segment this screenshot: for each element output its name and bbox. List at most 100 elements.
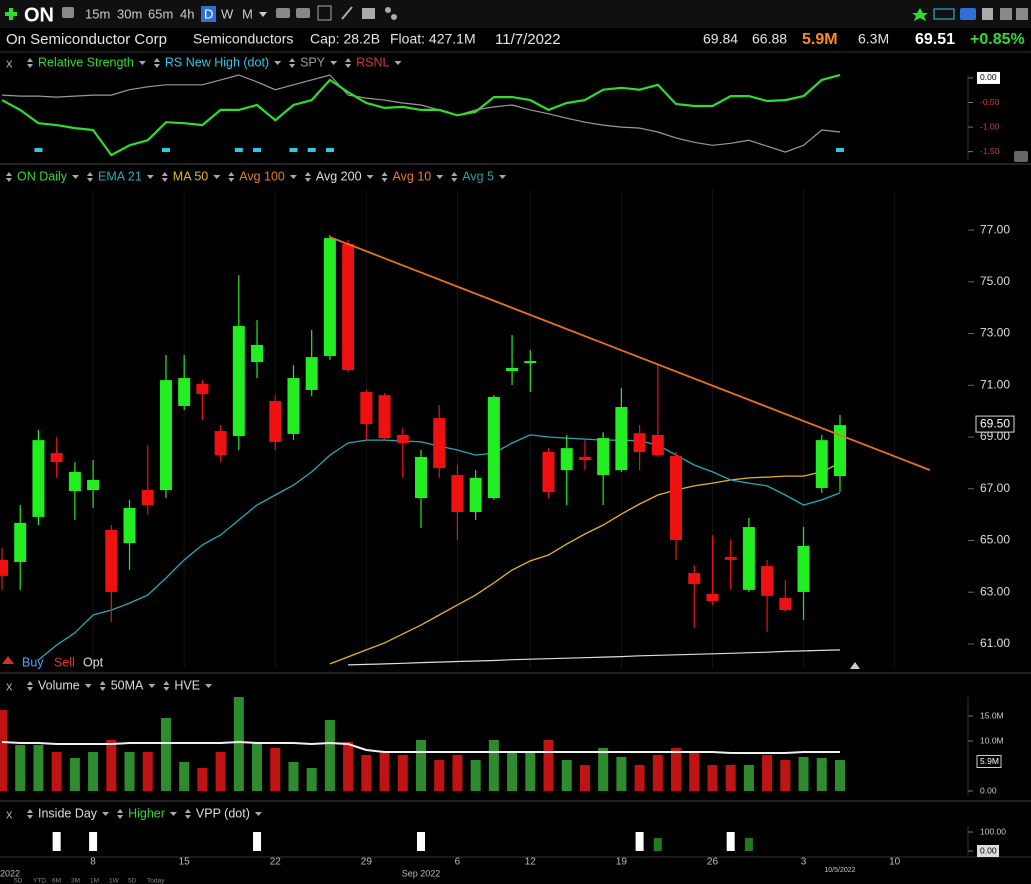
updown-icon[interactable] <box>381 172 388 182</box>
dropdown-arrow[interactable] <box>72 175 80 179</box>
dropdown-arrow[interactable] <box>84 684 92 688</box>
range-button[interactable]: 3M <box>71 878 80 884</box>
dropdown-arrow[interactable] <box>213 175 221 179</box>
settings-icon[interactable] <box>62 7 74 18</box>
legend-item[interactable]: RS New High (dot) <box>165 55 269 69</box>
grid-icon[interactable] <box>317 5 332 21</box>
dropdown-arrow[interactable] <box>259 12 267 17</box>
trade-button[interactable]: Sell <box>54 655 75 669</box>
range-button[interactable]: 5D <box>14 878 23 884</box>
legend-item[interactable]: MA 50 <box>173 169 208 183</box>
trade-button[interactable]: Opt <box>83 655 104 669</box>
dropdown-arrow[interactable] <box>366 175 374 179</box>
trade-button[interactable]: Buy <box>22 655 44 669</box>
dropdown-arrow[interactable] <box>436 175 444 179</box>
legend-item[interactable]: HVE <box>174 678 200 692</box>
dropdown-arrow[interactable] <box>205 684 213 688</box>
timeframe[interactable]: 65m <box>148 6 173 21</box>
dropdown-arrow[interactable] <box>138 61 146 65</box>
dropdown-arrow[interactable] <box>254 812 262 816</box>
chart-type-icon[interactable] <box>276 8 290 18</box>
updown-icon[interactable] <box>27 809 33 819</box>
save-icon[interactable] <box>982 8 993 20</box>
updown-icon[interactable] <box>153 58 160 68</box>
rs-new-high-dot <box>34 148 43 152</box>
close-panel[interactable]: x <box>6 806 13 821</box>
legend-item[interactable]: Avg 5 <box>462 169 494 183</box>
layout-icon[interactable] <box>296 8 310 18</box>
updown-icon[interactable] <box>117 809 124 819</box>
range-button[interactable]: 5D <box>128 878 137 884</box>
updown-icon[interactable] <box>161 172 168 182</box>
legend-item[interactable]: Relative Strength <box>38 55 134 69</box>
note-icon[interactable] <box>362 8 375 19</box>
updown-icon[interactable] <box>27 681 33 691</box>
dropdown-arrow[interactable] <box>274 61 282 65</box>
timeframe[interactable]: 30m <box>117 6 142 21</box>
updown-icon[interactable] <box>6 172 12 182</box>
range-button[interactable]: 1W <box>109 878 120 884</box>
star-icon[interactable] <box>912 8 928 21</box>
legend-item[interactable]: Avg 200 <box>316 169 362 183</box>
scroll-button[interactable] <box>1014 151 1028 162</box>
volume-bar <box>124 752 135 791</box>
dropdown-arrow[interactable] <box>394 61 402 65</box>
dropdown-arrow[interactable] <box>289 175 297 179</box>
range-button[interactable]: Today <box>147 878 165 884</box>
close-panel[interactable]: x <box>6 678 13 693</box>
updown-icon[interactable] <box>163 681 170 691</box>
draw-icon[interactable] <box>341 6 353 20</box>
legend-item[interactable]: RSNL <box>356 55 389 69</box>
dropdown-arrow[interactable] <box>148 684 156 688</box>
add-icon[interactable] <box>5 8 17 20</box>
updown-icon[interactable] <box>451 172 458 182</box>
symbol[interactable]: ON <box>24 4 54 26</box>
timeframe[interactable]: 4h <box>180 6 194 21</box>
updown-icon[interactable] <box>289 58 296 68</box>
dropdown-arrow[interactable] <box>146 175 154 179</box>
candle-body <box>251 344 264 363</box>
updown-icon[interactable] <box>228 172 235 182</box>
legend-item[interactable]: Higher <box>128 806 165 820</box>
x-tick-label: 3 <box>801 857 807 868</box>
updown-icon[interactable] <box>87 172 94 182</box>
timeframe[interactable]: M <box>242 6 253 21</box>
updown-icon[interactable] <box>345 58 352 68</box>
legend-item[interactable]: SPY <box>300 55 326 69</box>
legend-item[interactable]: Volume <box>38 678 80 692</box>
legend-item[interactable]: ON Daily <box>17 169 68 183</box>
y-tick-label: 61.00 <box>980 636 1010 650</box>
company-name: On Semiconductor Corp <box>6 31 167 48</box>
range-button[interactable]: YTD <box>33 878 46 884</box>
candle-body <box>542 452 555 493</box>
collapse-arrow[interactable] <box>850 662 860 669</box>
candle-body <box>688 573 701 584</box>
legend-item[interactable]: Inside Day <box>38 806 98 820</box>
share-icon[interactable] <box>391 14 397 20</box>
timeframe[interactable]: D <box>204 6 213 21</box>
close-panel[interactable]: x <box>6 55 13 70</box>
legend-item[interactable]: EMA 21 <box>98 169 142 183</box>
timeframe[interactable]: W <box>221 6 234 21</box>
share-icon[interactable] <box>385 7 391 13</box>
timeframe[interactable]: 15m <box>85 6 110 21</box>
range-button[interactable]: 1M <box>90 878 99 884</box>
window-icon[interactable] <box>1000 8 1012 20</box>
dropdown-arrow[interactable] <box>169 812 177 816</box>
dropdown-arrow[interactable] <box>102 812 110 816</box>
updown-icon[interactable] <box>99 681 106 691</box>
dropdown-arrow[interactable] <box>499 175 506 179</box>
trade-icon[interactable] <box>2 656 14 664</box>
dropdown-arrow[interactable] <box>330 61 338 65</box>
s-icon[interactable] <box>960 8 976 20</box>
legend-item[interactable]: Avg 10 <box>393 169 432 183</box>
rt-icon[interactable] <box>933 8 955 20</box>
updown-icon[interactable] <box>27 58 33 68</box>
legend-item[interactable]: Avg 100 <box>239 169 285 183</box>
legend-item[interactable]: 50MA <box>111 678 144 692</box>
updown-icon[interactable] <box>304 172 311 182</box>
window-icon[interactable] <box>1016 8 1028 20</box>
updown-icon[interactable] <box>184 809 191 819</box>
range-button[interactable]: 6M <box>52 878 61 884</box>
legend-item[interactable]: VPP (dot) <box>196 806 250 820</box>
